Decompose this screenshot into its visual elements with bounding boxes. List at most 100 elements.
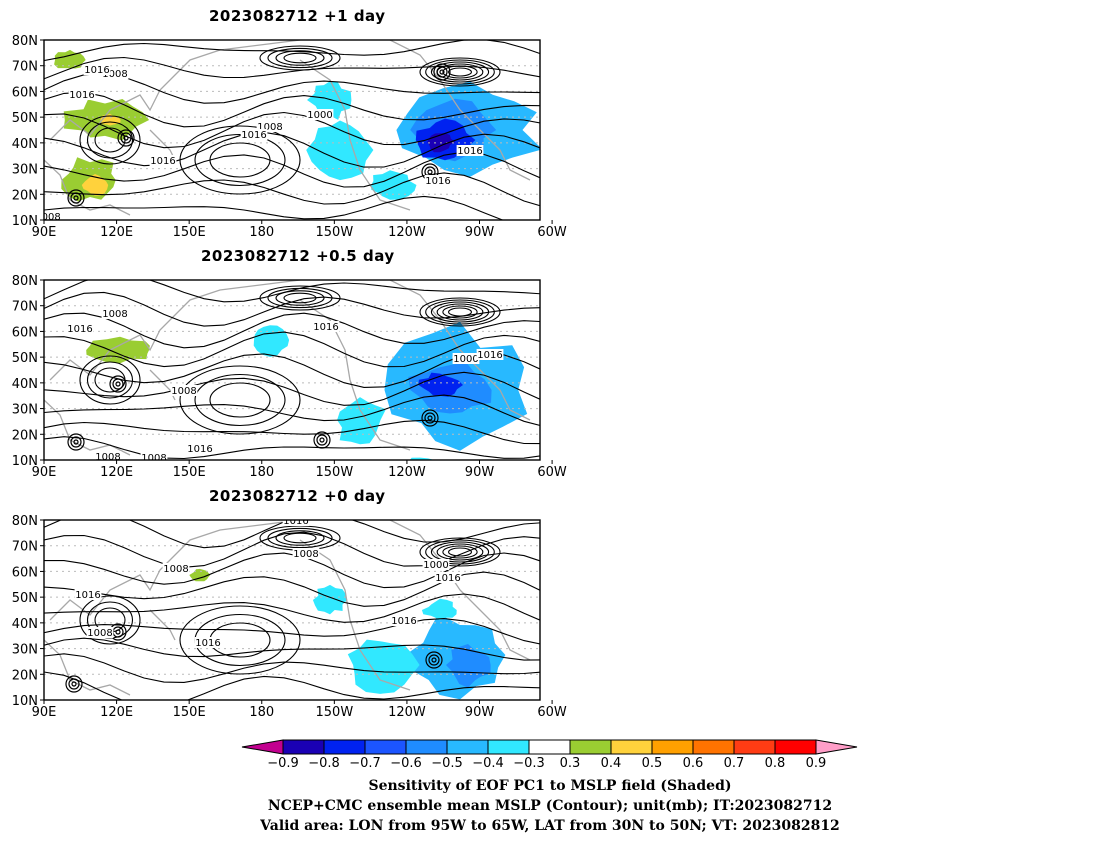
contour-label: 1016 <box>241 130 266 141</box>
low-pressure-centers <box>65 623 443 693</box>
colorbar-level-label: −0.8 <box>308 756 340 771</box>
lat-tick-label: 60N <box>12 325 38 340</box>
lon-tick-label: 60W <box>537 705 567 720</box>
low-center-4 <box>427 169 433 175</box>
coastlines <box>44 40 531 216</box>
coastlines <box>44 520 531 696</box>
lon-tick-label: 90E <box>32 705 57 720</box>
lat-tick-label: 80N <box>12 34 38 49</box>
caption-line-2: NCEP+CMC ensemble mean MSLP (Contour); u… <box>267 798 833 814</box>
low-center-2 <box>120 132 132 144</box>
contour-label: 1008 <box>257 122 282 133</box>
contour-label: 1016 <box>195 638 220 649</box>
contour-label: 1016 <box>69 90 94 101</box>
colorbar-level-label: 0.7 <box>724 756 745 771</box>
contour-label: 1016 <box>313 322 338 333</box>
colorbar-segment <box>405 739 448 755</box>
contour-label: 1000 <box>453 354 478 365</box>
lon-tick-label: 120W <box>388 465 426 480</box>
low-center-1 <box>436 66 448 78</box>
low-center-2 <box>70 436 82 448</box>
sensitivity-shading <box>189 568 506 700</box>
low-center-3 <box>73 195 79 201</box>
low-center-1 <box>439 69 445 75</box>
map-frame <box>43 519 541 701</box>
lon-tick-label: 90W <box>465 705 495 720</box>
lon-tick-label: 90W <box>465 225 495 240</box>
low-center-3 <box>70 192 82 204</box>
colorbar-level-label: −0.9 <box>267 756 299 771</box>
colorbar-segment <box>774 739 817 755</box>
low-center-2 <box>65 675 83 693</box>
lon-tick-label: 180 <box>249 225 274 240</box>
contour-label: 1016 <box>187 444 212 455</box>
lat-tick-label: 20N <box>12 668 38 683</box>
colorbar-level-label: 0.5 <box>642 756 663 771</box>
mslp-contours <box>44 40 540 220</box>
map-frame <box>43 39 541 221</box>
low-center-2 <box>71 681 77 687</box>
lon-tick-label: 90W <box>465 465 495 480</box>
low-center-1 <box>433 63 451 81</box>
panel-title-3: 2023082712 +0 day <box>209 487 386 505</box>
sensitivity-shading <box>86 322 528 460</box>
caption-line-3: Valid area: LON from 95W to 65W, LAT fro… <box>260 818 840 834</box>
lon-tick-label: 60W <box>537 225 567 240</box>
contour-label: 1008 <box>102 69 127 80</box>
lat-tick-label: 60N <box>12 85 38 100</box>
colorbar-segment <box>610 739 653 755</box>
lat-tick-label: 40N <box>12 617 38 632</box>
lat-tick-label: 40N <box>12 377 38 392</box>
lat-tick-label: 50N <box>12 111 38 126</box>
lat-tick-label: 80N <box>12 274 38 289</box>
low-pressure-centers <box>67 375 439 451</box>
low-pressure-centers <box>67 63 451 207</box>
low-center-3 <box>425 651 443 669</box>
lon-tick-label: 150E <box>173 465 206 480</box>
lon-tick-label: 180 <box>249 705 274 720</box>
colorbar-level-label: 0.3 <box>560 756 581 771</box>
colorbar-segment <box>569 739 612 755</box>
low-center-1 <box>115 381 121 387</box>
lon-tick-label: 180 <box>249 465 274 480</box>
lon-tick-label: 120E <box>100 225 133 240</box>
lon-tick-label: 120W <box>388 225 426 240</box>
colorbar: −0.9 −0.8 −0.7 −0.6 −0.5 −0.4 −0.3 0.3 0.4 0.5 0.6… <box>241 739 858 771</box>
low-center-4 <box>319 437 325 443</box>
lon-tick-label: 120E <box>100 705 133 720</box>
lat-tick-label: 10N <box>12 214 38 229</box>
contour-label: 1000 <box>307 110 332 121</box>
low-center-2 <box>68 678 80 690</box>
lat-tick-label: 50N <box>12 591 38 606</box>
colorbar-segment <box>487 739 530 755</box>
lat-tick-label: 30N <box>12 403 38 418</box>
contour-label: 1000 <box>423 560 448 571</box>
lat-tick-label: 70N <box>12 540 38 555</box>
contour-label: 1016 <box>391 616 416 627</box>
low-center-3 <box>431 657 437 663</box>
lon-tick-label: 120W <box>388 705 426 720</box>
contour-label: 1008 <box>163 564 188 575</box>
colorbar-segment <box>733 739 776 755</box>
lon-tick-label: 90E <box>32 225 57 240</box>
lat-tick-label: 20N <box>12 188 38 203</box>
contour-label: 1016 <box>75 590 100 601</box>
colorbar-segment <box>651 739 694 755</box>
lon-tick-label: 150W <box>316 225 354 240</box>
lat-tick-label: 70N <box>12 60 38 75</box>
low-center-1 <box>115 629 121 635</box>
contour-label: 1016 <box>457 146 482 157</box>
colorbar-segment <box>528 739 571 755</box>
map-panel-1: 1008101610161008101610001016101610081008… <box>12 34 567 240</box>
map-frame <box>43 279 541 461</box>
colorbar-segment <box>692 739 735 755</box>
low-center-3 <box>427 415 433 421</box>
lon-tick-label: 150E <box>173 705 206 720</box>
caption-line-1: Sensitivity of EOF PC1 to MSLP field (Sh… <box>368 778 732 794</box>
low-center-3 <box>424 412 436 424</box>
lon-tick-label: 150W <box>316 705 354 720</box>
colorbar-arrow-high <box>815 739 858 755</box>
colorbar-level-label: 0.8 <box>765 756 786 771</box>
lat-tick-label: 10N <box>12 694 38 709</box>
low-center-2 <box>67 433 85 451</box>
